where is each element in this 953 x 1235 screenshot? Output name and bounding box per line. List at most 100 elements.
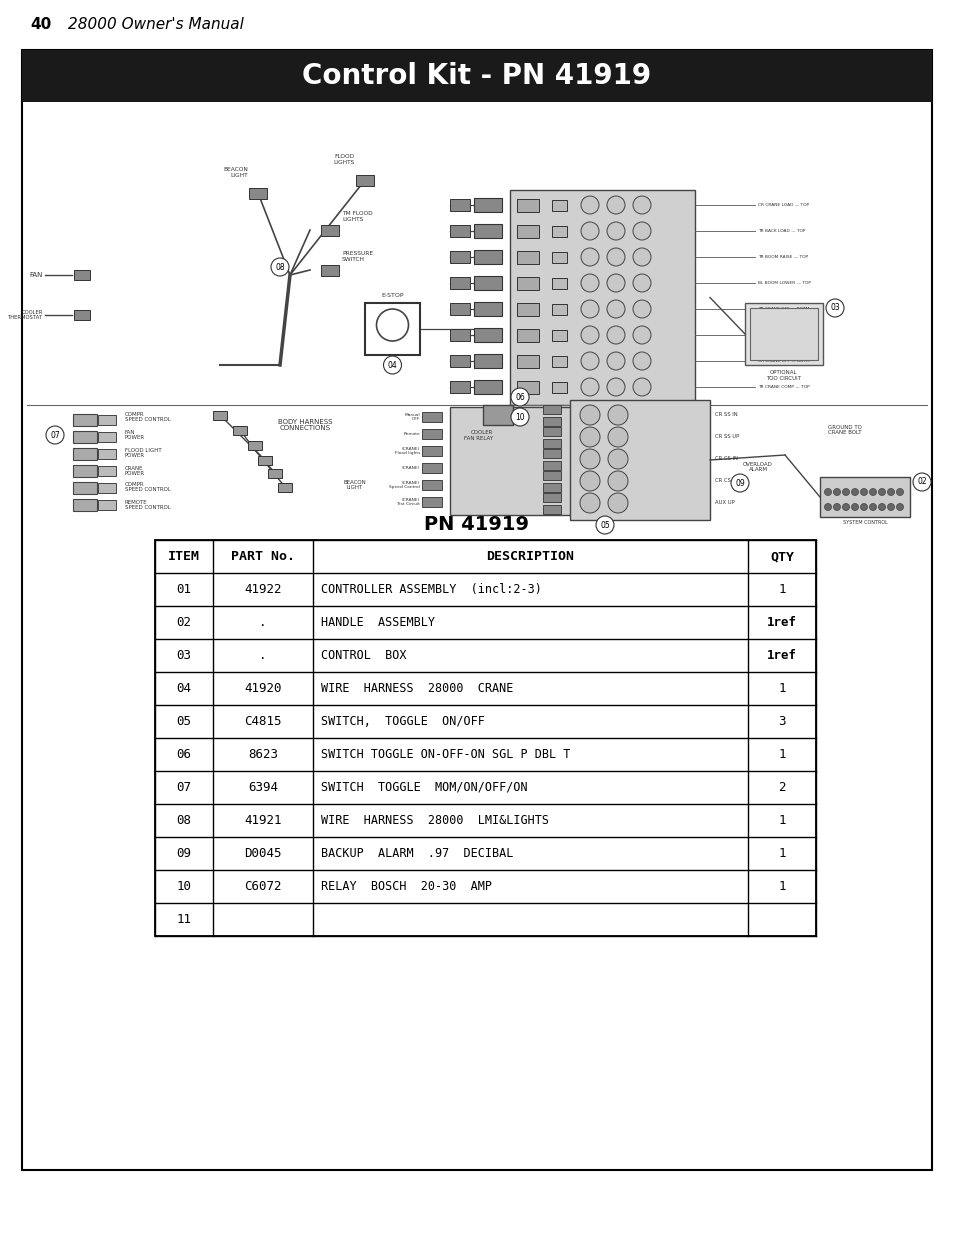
Bar xyxy=(154,540,815,936)
Text: FAN: FAN xyxy=(30,272,43,278)
Bar xyxy=(421,496,441,508)
Text: OVERLOAD
ALARM: OVERLOAD ALARM xyxy=(742,462,772,473)
Bar xyxy=(542,438,560,447)
Circle shape xyxy=(851,504,858,510)
Circle shape xyxy=(633,248,650,266)
Text: C4815: C4815 xyxy=(244,715,281,727)
Bar xyxy=(98,466,116,475)
Text: Manual
OFF: Manual OFF xyxy=(404,412,419,421)
Text: 06: 06 xyxy=(176,748,192,761)
Circle shape xyxy=(841,489,848,495)
Circle shape xyxy=(633,300,650,317)
Circle shape xyxy=(825,299,843,317)
Bar xyxy=(552,304,567,315)
Text: OPTIONAL
TOO CIRCUIT: OPTIONAL TOO CIRCUIT xyxy=(765,370,801,380)
Text: PRESSURE
SWITCH: PRESSURE SWITCH xyxy=(341,251,373,262)
Bar xyxy=(474,303,501,316)
Text: CR CS UP: CR CS UP xyxy=(714,478,739,483)
Circle shape xyxy=(823,504,831,510)
Text: GROUND TO
CRANE BOLT: GROUND TO CRANE BOLT xyxy=(827,425,861,436)
Text: BEACON
LIGHT: BEACON LIGHT xyxy=(343,479,366,490)
Text: (CRANE)
Speed Control: (CRANE) Speed Control xyxy=(389,480,419,489)
Bar xyxy=(277,483,292,492)
Bar xyxy=(474,198,501,212)
Bar xyxy=(542,448,560,457)
Text: 08: 08 xyxy=(274,263,285,272)
Bar xyxy=(365,303,419,354)
Circle shape xyxy=(607,471,627,492)
Bar xyxy=(552,278,567,289)
Text: CR CRANE OFF — BOTM: CR CRANE OFF — BOTM xyxy=(758,333,809,337)
Bar xyxy=(73,466,97,477)
Bar xyxy=(482,405,513,425)
Text: 40: 40 xyxy=(30,17,51,32)
Bar xyxy=(517,329,538,342)
Bar xyxy=(355,174,374,185)
Circle shape xyxy=(271,258,289,275)
Circle shape xyxy=(633,352,650,370)
Bar xyxy=(820,477,909,517)
Circle shape xyxy=(580,378,598,396)
Text: 11: 11 xyxy=(176,913,192,926)
Text: CR SS IN: CR SS IN xyxy=(714,412,737,417)
Bar xyxy=(421,480,441,490)
Text: 6394: 6394 xyxy=(248,781,277,794)
Circle shape xyxy=(606,248,624,266)
Text: TR CRANE OFF — BOTM: TR CRANE OFF — BOTM xyxy=(758,308,808,311)
Bar xyxy=(517,199,538,211)
Text: COMPR
SPEED CONTROL: COMPR SPEED CONTROL xyxy=(125,482,171,493)
Text: 41921: 41921 xyxy=(244,814,281,827)
Text: TR BACK LOAD — TOP: TR BACK LOAD — TOP xyxy=(758,228,804,233)
Circle shape xyxy=(833,489,840,495)
Bar xyxy=(552,252,567,263)
Bar xyxy=(450,408,609,515)
Text: 05: 05 xyxy=(599,520,609,530)
Circle shape xyxy=(633,196,650,214)
Bar xyxy=(73,499,97,511)
Circle shape xyxy=(579,471,599,492)
Text: TM FLOOD
LIGHTS: TM FLOOD LIGHTS xyxy=(341,211,373,222)
Text: AUX UP: AUX UP xyxy=(714,500,734,505)
Circle shape xyxy=(579,405,599,425)
Bar xyxy=(517,303,538,315)
Text: (CRANE): (CRANE) xyxy=(401,466,419,471)
Circle shape xyxy=(896,504,902,510)
Bar xyxy=(268,468,282,478)
Bar xyxy=(98,415,116,425)
Circle shape xyxy=(580,326,598,345)
Text: BODY HARNESS
CONNECTIONS: BODY HARNESS CONNECTIONS xyxy=(277,419,332,431)
Bar xyxy=(542,416,560,426)
Bar xyxy=(257,456,272,464)
Text: 28000 Owner's Manual: 28000 Owner's Manual xyxy=(68,17,244,32)
Bar xyxy=(320,225,338,236)
Bar xyxy=(450,225,470,237)
Bar xyxy=(98,483,116,493)
Circle shape xyxy=(878,504,884,510)
Text: 07: 07 xyxy=(176,781,192,794)
Bar xyxy=(474,275,501,290)
Bar xyxy=(542,505,560,514)
Text: FAN
POWER: FAN POWER xyxy=(125,430,145,441)
Text: CRANE
POWER: CRANE POWER xyxy=(125,466,145,477)
Text: TR CRANE COMP — TOP: TR CRANE COMP — TOP xyxy=(758,385,809,389)
Text: 07: 07 xyxy=(51,431,60,440)
Text: CONTROLLER ASSEMBLY  (incl:2-3): CONTROLLER ASSEMBLY (incl:2-3) xyxy=(320,583,541,597)
Circle shape xyxy=(851,489,858,495)
Circle shape xyxy=(580,222,598,240)
Bar xyxy=(744,303,822,366)
Bar xyxy=(517,225,538,237)
Text: 1: 1 xyxy=(778,814,785,827)
Circle shape xyxy=(606,196,624,214)
Text: REMOTE
SPEED CONTROL: REMOTE SPEED CONTROL xyxy=(125,500,171,510)
Text: (CRANE)
Test Circuit: (CRANE) Test Circuit xyxy=(395,498,419,506)
Text: PN 41919: PN 41919 xyxy=(424,515,529,535)
Text: 09: 09 xyxy=(176,847,192,860)
Bar xyxy=(474,380,501,394)
Circle shape xyxy=(841,504,848,510)
Circle shape xyxy=(596,516,614,534)
Circle shape xyxy=(886,489,894,495)
Circle shape xyxy=(511,408,529,426)
Circle shape xyxy=(580,248,598,266)
Text: CR CRANE LOAD — TOP: CR CRANE LOAD — TOP xyxy=(758,203,808,207)
Bar xyxy=(552,226,567,236)
